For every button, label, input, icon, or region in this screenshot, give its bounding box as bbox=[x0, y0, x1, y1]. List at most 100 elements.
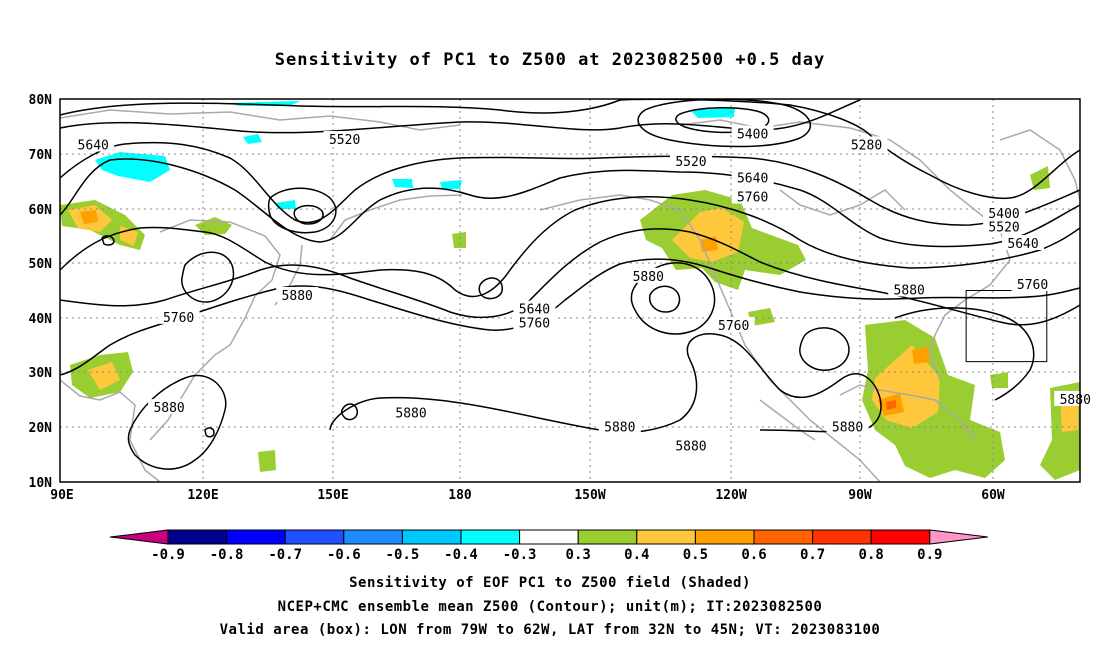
positive-shade bbox=[88, 362, 120, 390]
lat-tick-label: 10N bbox=[29, 476, 53, 491]
contour-line bbox=[329, 333, 882, 434]
positive-shade bbox=[886, 400, 896, 410]
contour-label-bg bbox=[598, 418, 641, 434]
lat-tick-label: 30N bbox=[29, 366, 53, 381]
contour-label-bg bbox=[669, 437, 712, 453]
contour-label-bg bbox=[983, 204, 1026, 220]
colorbar-label: -0.3 bbox=[503, 547, 537, 563]
contour-label: 5640 bbox=[737, 171, 768, 186]
contour-label-bg bbox=[731, 188, 774, 204]
contour-label-bg bbox=[323, 131, 366, 147]
colorbar-label: -0.9 bbox=[151, 547, 185, 563]
lon-tick-label: 90E bbox=[50, 488, 73, 503]
colorbar-swatch bbox=[519, 529, 579, 545]
lat-tick-label: 50N bbox=[29, 257, 53, 272]
colorbar-swatch bbox=[343, 529, 403, 545]
colorbar-high-extend bbox=[929, 529, 988, 545]
colorbar-label: 0.4 bbox=[624, 547, 649, 563]
colorbar-swatch bbox=[636, 529, 696, 545]
contour-line bbox=[630, 262, 716, 335]
negative-shade bbox=[95, 152, 170, 182]
negative-shade bbox=[440, 180, 462, 189]
coastline bbox=[999, 129, 1080, 201]
coastline bbox=[60, 379, 161, 482]
coastline bbox=[759, 399, 816, 441]
positive-shade bbox=[748, 308, 775, 326]
contour-label: 5640 bbox=[1007, 237, 1038, 252]
contour-label: 5520 bbox=[988, 221, 1019, 236]
contour-label: 5760 bbox=[1017, 278, 1048, 293]
lat-tick-label: 60N bbox=[29, 203, 53, 218]
coastline bbox=[329, 194, 463, 241]
contour-label: 5640 bbox=[78, 139, 109, 154]
positive-shade bbox=[195, 217, 232, 235]
colorbar-swatch bbox=[226, 529, 286, 545]
coastline bbox=[539, 194, 881, 482]
contour-line bbox=[101, 235, 115, 246]
positive-shade bbox=[452, 232, 466, 248]
lat-tick-label: 20N bbox=[29, 421, 53, 436]
colorbar-swatch bbox=[694, 529, 755, 545]
lat-tick-label: 80N bbox=[29, 93, 53, 108]
lat-tick-label: 70N bbox=[29, 148, 53, 163]
colorbar-label: 0.7 bbox=[800, 547, 825, 563]
contour-label-bg bbox=[983, 218, 1026, 234]
contour-label-bg bbox=[627, 267, 670, 283]
contour-label: 5760 bbox=[519, 316, 550, 331]
negative-shade bbox=[392, 179, 413, 188]
contour-label-bg bbox=[731, 169, 774, 185]
contour-label: 5760 bbox=[737, 190, 768, 205]
contour-line bbox=[60, 196, 1080, 298]
contour-label-bg bbox=[390, 404, 433, 420]
contour-label-bg bbox=[669, 152, 712, 168]
plot-frame bbox=[59, 98, 1081, 483]
positive-shade bbox=[80, 210, 98, 224]
colorbar: -0.9 -0.8 -0.7 -0.6 -0.5 -0.4 -0.3 0.3 0.4 0.5 0.6… bbox=[109, 529, 988, 563]
contour-line bbox=[267, 187, 337, 234]
contour-label: 5520 bbox=[675, 155, 706, 170]
colorbar-swatch bbox=[167, 529, 228, 545]
contour-label: 5760 bbox=[718, 319, 749, 334]
lon-tick-label: 120E bbox=[187, 488, 218, 503]
lat-tick-labels: 80N 70N 60N 50N 40N 30N 20N 10N bbox=[29, 93, 53, 491]
caption-valid-area: Valid area (box): LON from 79W to 62W, L… bbox=[219, 622, 881, 638]
positive-shade bbox=[258, 450, 276, 472]
negative-shade bbox=[243, 134, 262, 144]
contour-label-bg bbox=[1054, 390, 1097, 406]
coastline bbox=[60, 109, 461, 131]
contour-label-bg bbox=[826, 418, 869, 434]
caption-contour: NCEP+CMC ensemble mean Z500 (Contour); u… bbox=[277, 599, 823, 615]
contour-line bbox=[60, 99, 621, 116]
contour-line bbox=[60, 158, 1080, 248]
coastline bbox=[839, 384, 976, 441]
negative-shade bbox=[690, 108, 735, 118]
colorbar-swatch bbox=[577, 529, 638, 545]
contour-label-bg bbox=[1011, 276, 1054, 292]
colorbar-swatch bbox=[401, 529, 462, 545]
contour-label-bg bbox=[72, 136, 115, 152]
colorbar-swatch bbox=[460, 529, 521, 545]
contour-label: 5400 bbox=[737, 128, 768, 143]
negative-shade bbox=[275, 200, 296, 209]
positive-shade bbox=[1030, 166, 1050, 190]
caption-shaded: Sensitivity of EOF PC1 to Z500 field (Sh… bbox=[349, 575, 751, 591]
contour-label: 5880 bbox=[282, 289, 313, 304]
contour-labels: 5640 5520 54005280552056405760540055205640… bbox=[72, 125, 1097, 454]
contour-label: 5880 bbox=[395, 407, 426, 422]
contour-label-bg bbox=[513, 314, 556, 330]
contour-line bbox=[648, 285, 681, 313]
contour-label: 5880 bbox=[894, 284, 925, 299]
colorbar-swatch bbox=[753, 529, 814, 545]
colorbar-low-extend bbox=[109, 529, 169, 545]
contour-label: 5520 bbox=[329, 133, 360, 148]
contour-label: 5880 bbox=[604, 420, 635, 435]
contour-label: 5280 bbox=[851, 139, 882, 154]
lon-tick-label: 60W bbox=[981, 488, 1005, 503]
grid-lines bbox=[60, 99, 1080, 482]
lon-tick-label: 150E bbox=[317, 488, 348, 503]
colorbar-swatch bbox=[284, 529, 345, 545]
positive-shade bbox=[990, 372, 1008, 388]
contour-label: 5760 bbox=[163, 311, 194, 326]
sensitivity-map: 5640 5520 54005280552056405760540055205640… bbox=[28, 93, 1097, 563]
z500-contours bbox=[60, 99, 1080, 470]
